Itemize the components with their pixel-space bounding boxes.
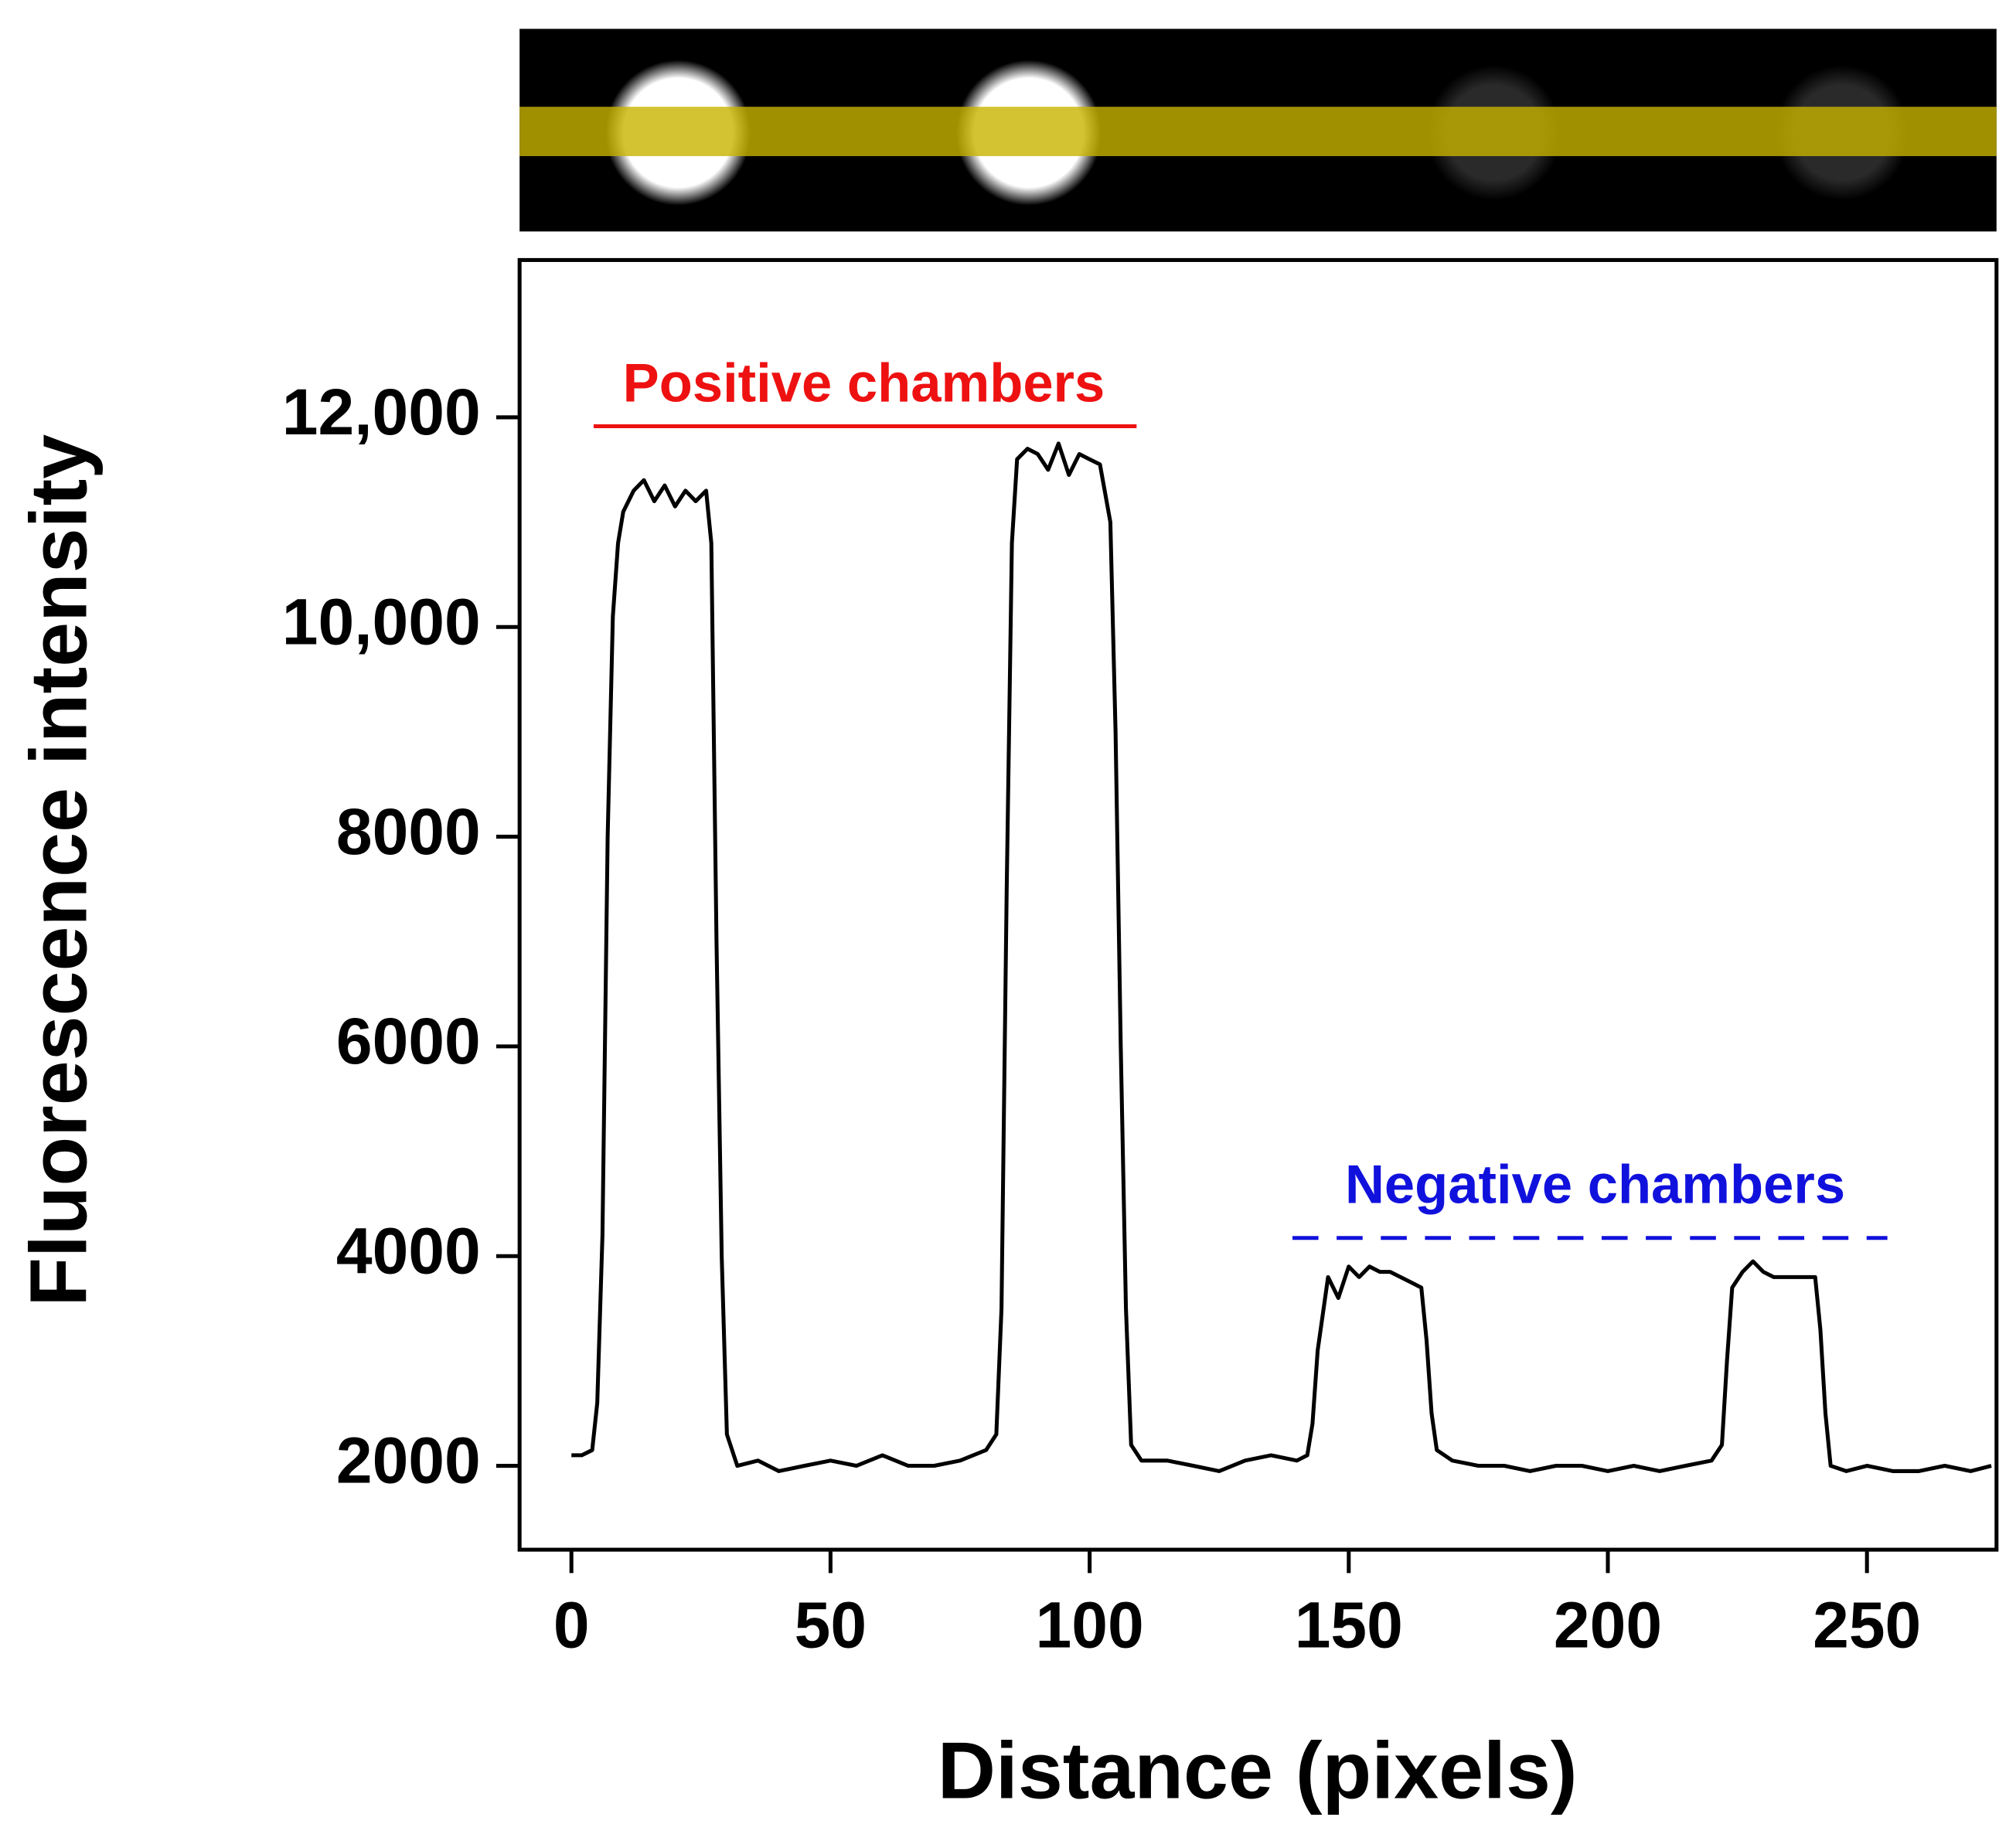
fluorescence-image xyxy=(519,29,1997,232)
y-tick-label: 6000 xyxy=(336,1005,481,1077)
annotation-text: Positive chambers xyxy=(623,352,1105,413)
line-profile-band xyxy=(519,107,1997,156)
y-tick-label: 4000 xyxy=(336,1214,481,1287)
x-tick-label: 250 xyxy=(1813,1588,1921,1661)
annotation-text: Negative chambers xyxy=(1345,1154,1845,1215)
y-axis-label: Fluorescence intensity xyxy=(15,434,104,1307)
y-tick-label: 10,000 xyxy=(282,585,481,658)
x-tick-label: 150 xyxy=(1295,1588,1403,1661)
x-tick-label: 50 xyxy=(795,1588,867,1661)
x-axis-label: Distance (pixels) xyxy=(938,1727,1578,1816)
y-tick-label: 2000 xyxy=(336,1424,481,1497)
x-tick-label: 0 xyxy=(553,1588,590,1661)
y-tick-label: 12,000 xyxy=(282,376,481,448)
x-tick-label: 100 xyxy=(1036,1588,1144,1661)
y-tick-label: 8000 xyxy=(336,795,481,868)
profile-line xyxy=(571,441,1992,1473)
plot-frame xyxy=(517,257,1999,1552)
x-tick-label: 200 xyxy=(1554,1588,1662,1661)
